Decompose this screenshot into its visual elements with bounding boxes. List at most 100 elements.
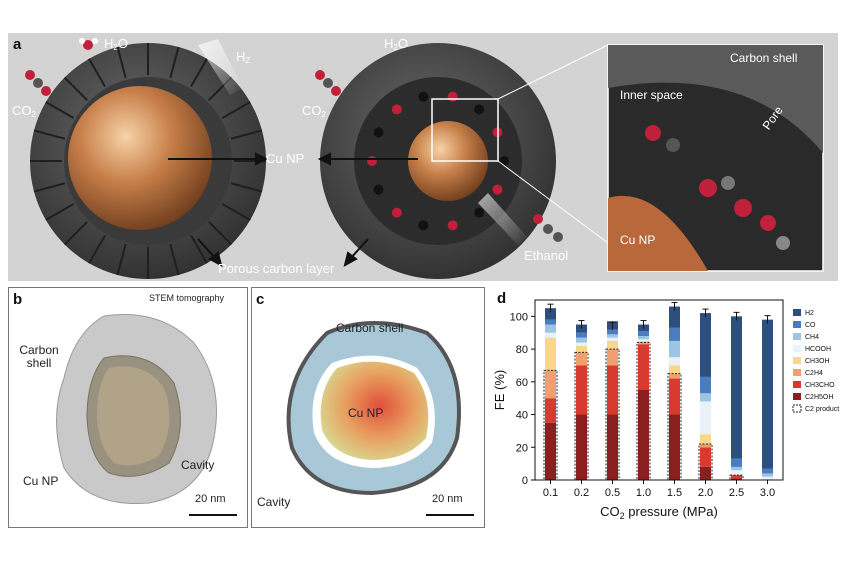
legend-label-ch4: CH4 (805, 334, 819, 341)
bar-segment-ch3cho (607, 365, 618, 415)
bar-segment-c2h5oh (638, 390, 649, 480)
x-tick-label: 2.5 (729, 487, 744, 499)
stem-tomography-label: STEM tomography (149, 293, 225, 303)
bar-segment-c2h4 (607, 349, 618, 366)
bar-segment-hcooh (762, 476, 773, 480)
bar-segment-hcooh (731, 470, 742, 476)
bar-segment-hcooh (700, 401, 711, 435)
bar-segment-c2h5oh (700, 466, 711, 480)
panel-d-chart: 0 20 40 60 80 100 FE (%) 0.1 0.2 0.5 1.0 1.5 2.0 2.5 3… (492, 299, 839, 521)
x-tick-label: 1.5 (667, 487, 682, 499)
panel-c-reconstruction: c Carbon shell Cu NP Cavity 20 nm (251, 287, 485, 528)
ethanol-label: Ethanol (524, 248, 569, 263)
legend-swatch-ch3oh (793, 357, 801, 364)
zoom-line-bottom (497, 160, 609, 244)
panel-c-cavity-label: Cavity (257, 495, 291, 509)
bar-segment-ch3cho (700, 447, 711, 467)
legend-label-ch3oh: CH3OH (805, 358, 830, 365)
bar-segment-h2 (762, 319, 773, 469)
legend-label-h2: H2 (805, 310, 814, 317)
zoom-line-top (497, 44, 609, 100)
co2-molecule-left (25, 70, 51, 96)
bar-segment-ch3oh (607, 340, 618, 350)
zoom-inner-space-label: Inner space (620, 88, 683, 102)
legend-label-co: CO (805, 322, 816, 329)
bar-segment-c2h5oh (607, 414, 618, 480)
legend-swatch-hcooh (793, 345, 801, 352)
bar-segment-ch3cho (669, 378, 680, 415)
bar-segment-ch4 (576, 337, 587, 343)
panel-b-cavity-label: Cavity (181, 458, 215, 472)
x-axis-label: CO2 pressure (MPa) (600, 504, 718, 521)
bar-segment-ch3cho (545, 398, 556, 423)
bar-segment-co (669, 327, 680, 341)
x-tick-label: 1.0 (636, 487, 651, 499)
panel-c-scale-label: 20 nm (432, 493, 463, 505)
panel-b-carbon-shell-label: Carbon shell (19, 343, 59, 370)
panel-c-scalebar (426, 514, 474, 516)
h2-beam (198, 39, 243, 95)
bar-segment-hcooh (545, 332, 556, 338)
legend-label-c2h5oh: C2H5OH (805, 394, 833, 401)
bar-segment-c2h5oh (576, 414, 587, 480)
c2-product-outline (667, 373, 682, 481)
bar-segment-c2h4 (576, 352, 587, 366)
bar-segment-ch3oh (545, 337, 556, 371)
bar-segment-ch3oh (638, 340, 649, 343)
bar-segment-ch3cho (638, 344, 649, 390)
bar-segment-ch3cho (576, 365, 587, 415)
legend-swatch-c2h4 (793, 369, 801, 376)
panel-a-letter: a (13, 36, 22, 53)
bar-segment-h2 (545, 308, 556, 320)
bar-segment-h2 (731, 316, 742, 459)
y-tick-label: 100 (510, 311, 528, 323)
bar-segment-co (638, 331, 649, 336)
bar-segment-h2 (576, 324, 587, 333)
bar-segment-c2h4 (669, 373, 680, 379)
bar-segment-ch3cho (731, 475, 742, 479)
c2-product-outline (729, 474, 744, 481)
bar-segment-ch4 (669, 340, 680, 358)
legend-label-c2-product: C2 product (805, 406, 839, 413)
bar-segment-ch3oh (576, 345, 587, 353)
panel-a-illustration (25, 38, 824, 279)
zoom-carbon-shell-label: Carbon shell (730, 51, 798, 65)
cu-np-label-a: Cu NP (266, 151, 305, 166)
porous-carbon-layer-label: Porous carbon layer (218, 261, 335, 276)
panel-b-image (56, 314, 217, 505)
bar-segment-h2 (669, 306, 680, 328)
legend-label-c2h4: C2H4 (805, 370, 823, 377)
x-tick-label: 3.0 (760, 487, 775, 499)
h2o-label-left: H2O (104, 36, 128, 52)
bar-segment-ch4 (638, 336, 649, 340)
h2-label: H2 (236, 49, 250, 65)
legend-label-ch3cho: CH3CHO (805, 382, 835, 389)
bar-segment-c2h4 (545, 370, 556, 399)
bar-segment-c2h5oh (731, 478, 742, 480)
bar-segment-c2h5oh (669, 414, 680, 480)
left-cu-nanoparticle (68, 86, 212, 230)
bar-segment-ch4 (545, 324, 556, 333)
zoom-box (431, 98, 499, 162)
co2-molecule-mid (315, 70, 341, 96)
legend-swatch-co (793, 321, 801, 328)
arrows (168, 152, 418, 267)
x-tick-label: 0.1 (543, 487, 558, 499)
panel-b-cu-np-label: Cu NP (23, 474, 59, 488)
h2o-label-mid: H2O (384, 36, 408, 52)
panel-d-letter: d (497, 290, 507, 307)
y-tick-label: 80 (516, 344, 528, 356)
bar-segment-c2h5oh (545, 422, 556, 480)
y-axis-label: FE (%) (492, 370, 507, 410)
legend-swatch-ch4 (793, 333, 801, 340)
bar-segment-co (545, 319, 556, 325)
bar-segment-ch3oh (669, 365, 680, 374)
panel-b-scale-label: 20 nm (195, 493, 226, 505)
bar-segment-ch4 (731, 466, 742, 471)
bar-segment-ch4 (607, 334, 618, 338)
panel-c-image (286, 321, 461, 496)
panel-c-letter: c (256, 291, 265, 308)
legend-label-hcooh: HCOOH (805, 346, 831, 353)
c2-product-outline (636, 342, 651, 481)
co2-label-left: CO2 (12, 103, 36, 119)
